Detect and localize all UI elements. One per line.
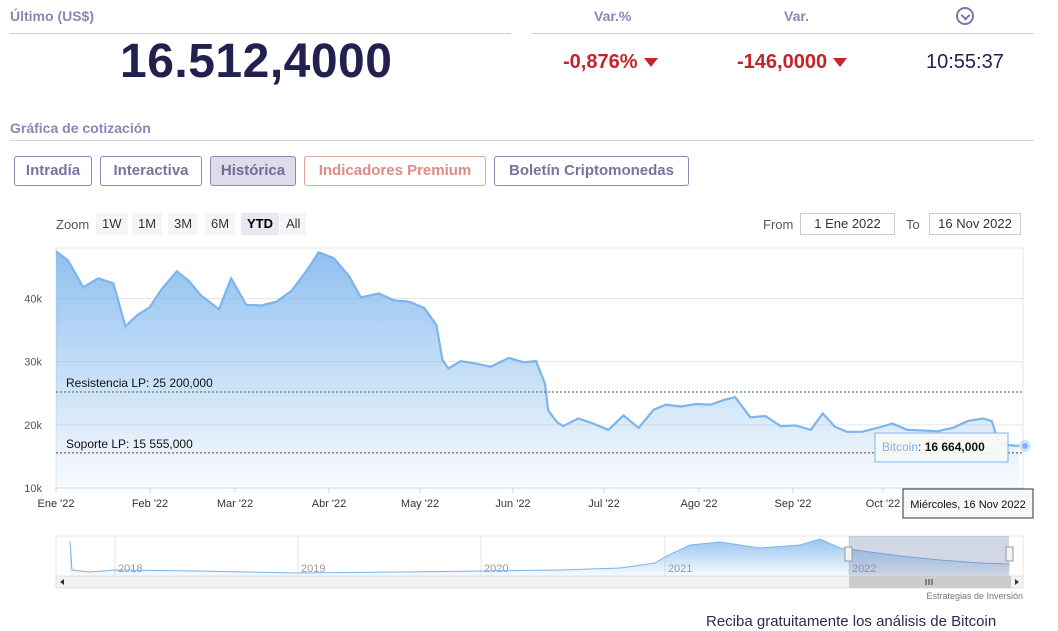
header-divider-right [532,33,1034,34]
to-label: To [906,217,920,232]
change-label: Var. [784,8,809,24]
tooltip-separator: : [918,440,925,454]
from-label: From [763,217,794,232]
y-tick-label: 40k [24,294,42,306]
zoom-1w-button[interactable]: 1W [96,213,128,235]
tab-premium-indicators[interactable]: Indicadores Premium [304,156,486,186]
change-text: -146,0000 [737,51,828,73]
x-tick-label: Abr '22 [312,498,347,510]
navigator-year-label: 2019 [301,563,325,575]
change-value: -146,0000 [737,51,848,74]
y-tick-label: 10k [24,483,42,495]
navigator-line [69,538,1011,574]
chart-section-title: Gráfica de cotización [10,120,151,136]
x-tick-label: Mar '22 [217,498,253,510]
last-price-value: 16.512,4000 [120,35,393,88]
resistance-label: Resistencia LP: 25 200,000 [66,376,213,390]
series-line-bitcoin [55,250,1020,447]
y-tick-label: 30k [24,357,42,369]
x-tick-label: May '22 [401,498,439,510]
x-tick-label: Sep '22 [775,498,812,510]
scroll-right-icon [1015,579,1019,585]
down-arrow-icon [833,58,848,68]
navigator-year-label: 2020 [484,563,508,575]
scrollbar-track [55,575,1024,589]
date-tooltip-box [902,488,1034,519]
navigator-year-label: 2021 [668,563,692,575]
change-percent-label: Var.% [594,8,632,24]
plot-background [55,247,1024,489]
x-tick-label: Ene '22 [38,498,75,510]
last-update-time: 10:55:37 [926,51,1004,73]
navigator-right-handle [1005,546,1014,562]
clock-icon [956,7,974,25]
zoom-ytd-button[interactable]: YTD [241,213,279,235]
navigator-year-label: 2018 [118,563,142,575]
x-tick-label: Oct '22 [866,498,901,510]
series-area-bitcoin [56,251,1019,488]
navigator-background [55,535,1024,577]
tooltip-series-name: Bitcoin [882,440,918,454]
tab-interactive[interactable]: Interactiva [100,156,202,186]
last-point-marker [1022,442,1028,449]
tab-historical[interactable]: Histórica [210,156,296,186]
x-tick-label: Feb '22 [132,498,168,510]
chart-credit: Estrategias de Inversión [926,591,1023,601]
zoom-label: Zoom [56,217,90,232]
scrollbar-grip-icon [925,579,933,585]
footer-cta-text[interactable]: Reciba gratuitamente los análisis de Bit… [706,613,997,630]
navigator-year-label: 2022 [852,563,876,575]
scrollbar-thumb [849,576,1011,588]
scroll-left-icon [60,579,64,585]
navigator-area [70,539,1010,576]
x-tick-label: Ago '22 [681,498,718,510]
tooltip-value: 16 664,000 [925,440,985,454]
y-tick-label: 20k [24,420,42,432]
last-price-label: Último (US$) [10,8,94,24]
navigator-selected-range [849,536,1009,576]
navigator-left-handle [844,546,853,562]
from-date-input[interactable]: 1 Ene 2022 [800,213,895,235]
last-point-halo [1019,439,1031,452]
to-date-input[interactable]: 16 Nov 2022 [929,213,1021,235]
zoom-6m-button[interactable]: 6M [205,213,236,235]
x-tick-label: Jul '22 [588,498,619,510]
change-percent-text: -0,876% [563,51,638,73]
tab-intraday[interactable]: Intradía [14,156,92,186]
date-tooltip-text: Miércoles, 16 Nov 2022 [910,499,1026,511]
header-divider-left [10,33,511,34]
tooltip-box [874,432,1009,463]
zoom-all-button[interactable]: All [280,213,307,235]
tab-crypto-newsletter[interactable]: Boletín Criptomonedas [494,156,689,186]
zoom-3m-button[interactable]: 3M [168,213,199,235]
tooltip-text: Bitcoin: 16 664,000 [882,440,985,454]
section-divider [10,140,1034,141]
down-arrow-icon [643,58,658,68]
support-label: Soporte LP: 15 555,000 [66,437,193,451]
zoom-1m-button[interactable]: 1M [132,213,163,235]
change-percent-value: -0,876% [563,51,658,74]
x-tick-label: Jun '22 [495,498,530,510]
